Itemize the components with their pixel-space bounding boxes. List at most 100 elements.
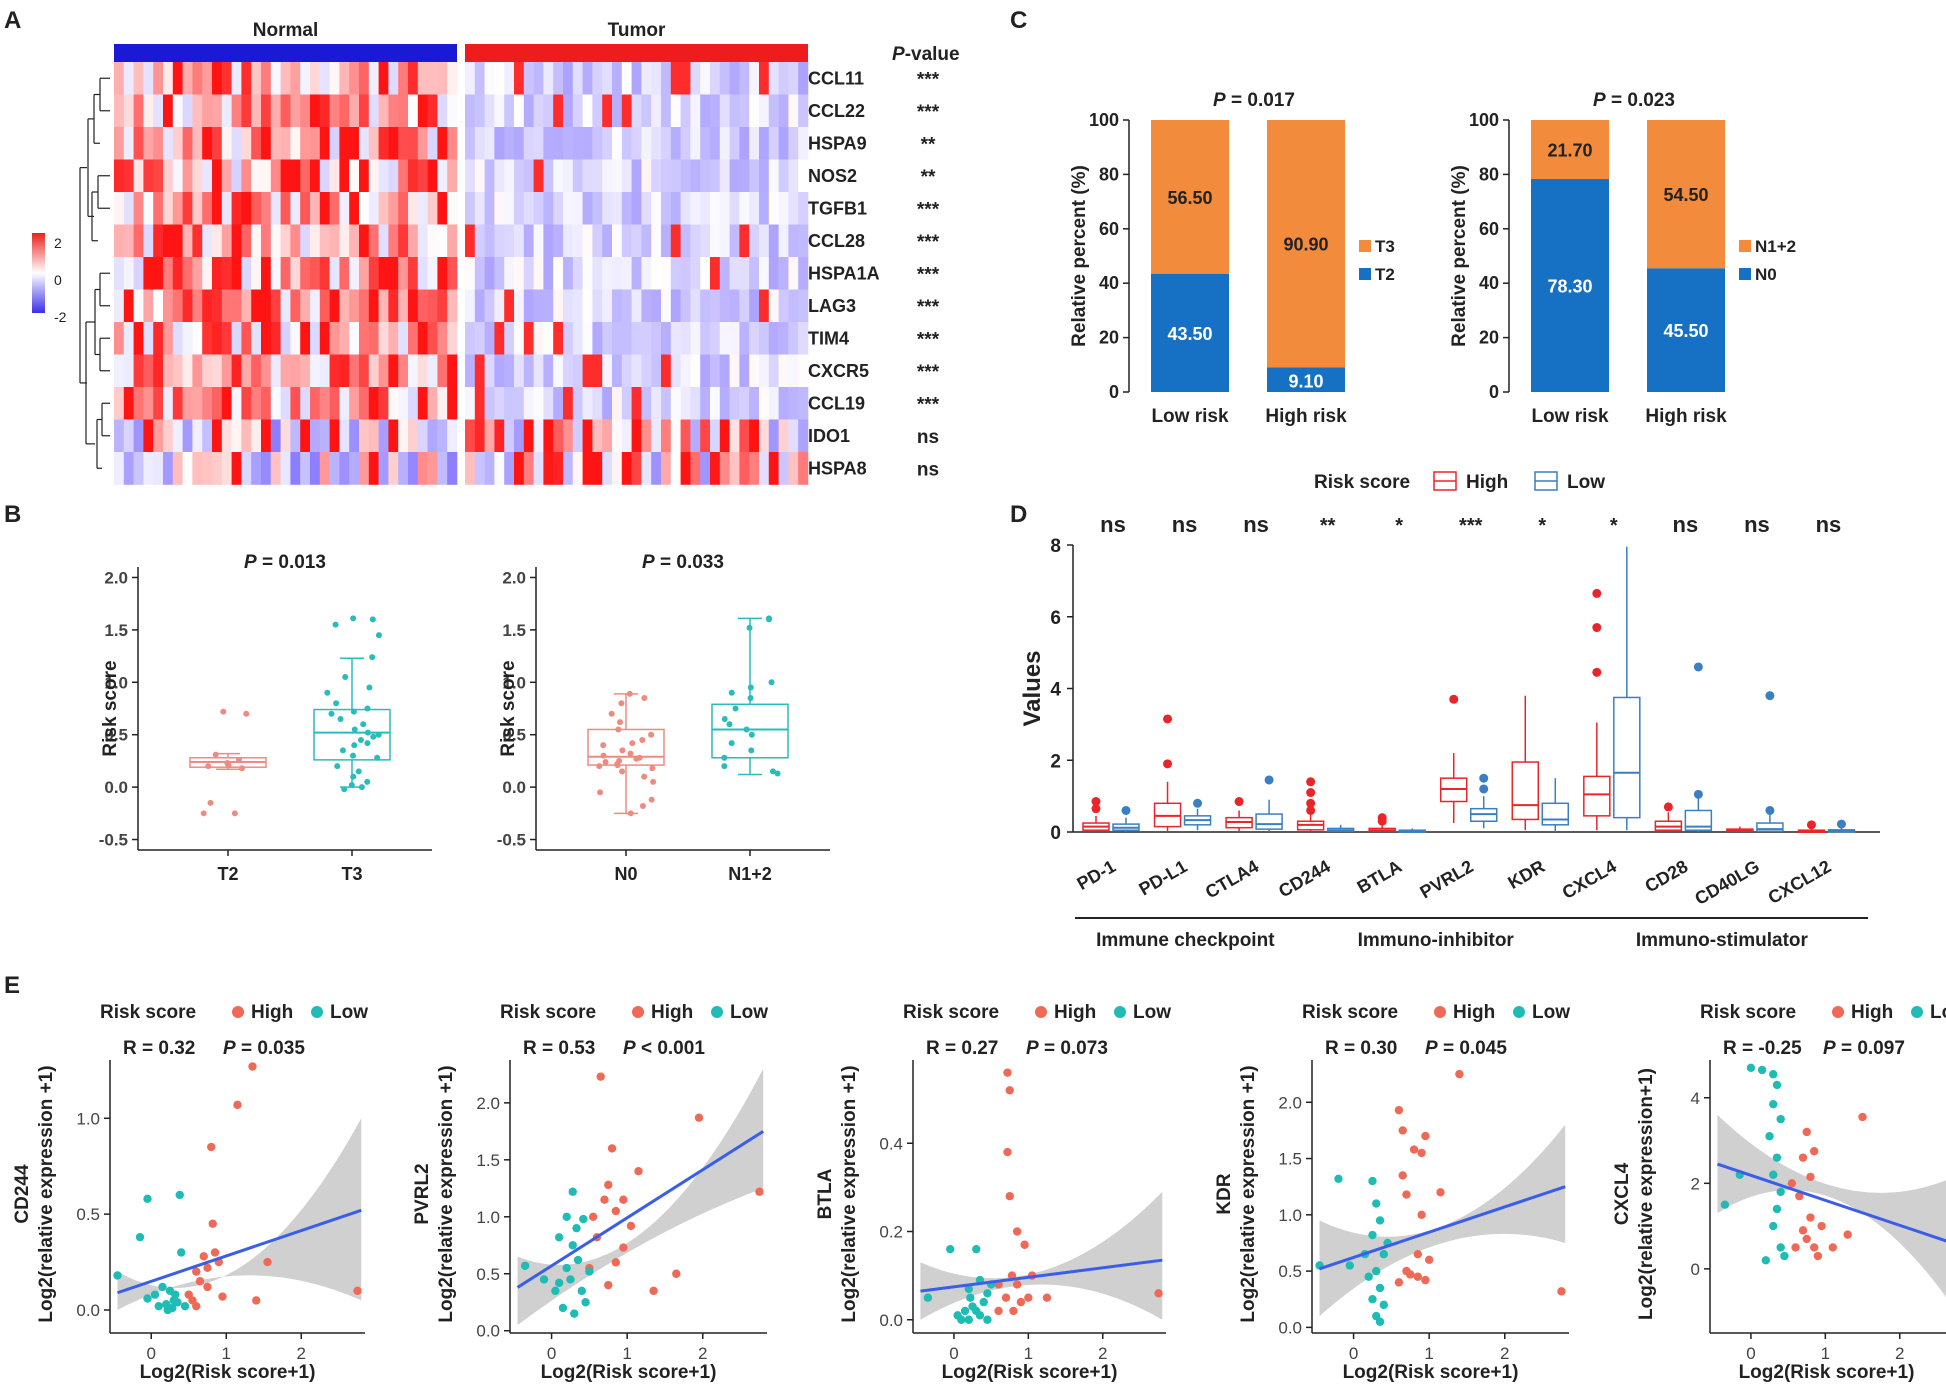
- heatmap-cell: [553, 127, 564, 160]
- data-point-high: [1795, 1191, 1804, 1201]
- data-point-high: [1791, 1243, 1800, 1252]
- heatmap-cell: [280, 127, 291, 160]
- gene-label: HSPA8: [808, 458, 867, 478]
- heatmap-cell: [241, 387, 252, 420]
- data-point-high: [1802, 1127, 1811, 1137]
- heatmap-cell: [447, 419, 458, 453]
- heatmap-cell: [123, 354, 134, 388]
- heatmap-cell: [621, 387, 632, 420]
- legend-swatch: [1739, 240, 1751, 252]
- data-point-high: [1843, 1230, 1852, 1239]
- y-tick-label: 0.5: [502, 726, 526, 745]
- gene-significance: ***: [917, 394, 940, 415]
- y-tick-label: 1.0: [1278, 1206, 1302, 1225]
- data-point-high: [1413, 1250, 1423, 1259]
- box: [587, 728, 665, 766]
- heatmap-cell: [398, 452, 409, 485]
- heatmap-cell: [778, 257, 789, 290]
- heatmap-cell: [759, 354, 770, 388]
- heatmap-cell: [719, 94, 730, 128]
- data-point-low: [979, 1297, 988, 1307]
- heatmap-cell: [310, 257, 321, 290]
- data-point: [364, 705, 371, 712]
- heatmap-cell: [153, 419, 164, 453]
- heatmap-cell: [465, 419, 476, 453]
- heatmap-cell: [133, 452, 144, 485]
- heatmap-cell: [612, 289, 623, 323]
- heatmap-cell: [739, 62, 750, 95]
- bar-value-label: 90.90: [1283, 235, 1328, 255]
- outlier-point: [1693, 662, 1703, 672]
- heatmap-cell: [749, 354, 760, 388]
- data-point: [726, 721, 733, 728]
- heatmap-cell: [447, 354, 458, 388]
- data-point-high: [1828, 1243, 1837, 1252]
- heatmap-cell: [602, 127, 613, 160]
- heatmap-cell: [437, 192, 448, 225]
- heatmap-cell: [437, 94, 448, 128]
- heatmap-cell: [153, 322, 164, 355]
- outlier-point: [1091, 804, 1101, 814]
- heatmap-cell: [504, 159, 515, 193]
- heatmap-cell: [408, 419, 419, 453]
- data-point-high: [1398, 1126, 1407, 1135]
- normal-group-bar: [114, 44, 457, 64]
- x-tick-label: N0: [614, 864, 637, 884]
- heatmap-cell: [153, 289, 164, 323]
- heatmap-cell: [261, 322, 272, 355]
- confidence-band: [1319, 1124, 1566, 1317]
- data-point-low: [983, 1289, 992, 1298]
- heatmap-cell: [359, 62, 370, 95]
- data-point-high: [218, 1292, 227, 1301]
- bar-segment: [1647, 268, 1725, 392]
- heatmap-cell: [661, 452, 672, 485]
- heatmap-cell: [339, 159, 350, 193]
- heatmap-cell: [563, 452, 574, 485]
- heatmap-cell: [398, 192, 409, 225]
- data-point: [369, 654, 376, 661]
- data-point-high: [1042, 1293, 1052, 1302]
- legend-swatch: [1739, 268, 1751, 280]
- heatmap-cell: [241, 257, 252, 290]
- heatmap-cell: [231, 62, 242, 95]
- heatmap-cell: [641, 224, 652, 258]
- heatmap-cell: [212, 354, 223, 388]
- data-point: [626, 690, 633, 697]
- data-point-high: [619, 1195, 628, 1204]
- heatmap-cell: [651, 419, 662, 453]
- y-tick-label: 80: [1099, 164, 1119, 184]
- data-point-low: [566, 1275, 575, 1284]
- heatmap-cell: [163, 127, 174, 160]
- heatmap-cell: [670, 127, 681, 160]
- data-point-low: [1776, 1114, 1785, 1124]
- heatmap-cell: [592, 289, 603, 323]
- y-tick-label: 4: [1691, 1089, 1700, 1108]
- y-axis-title: Risk score: [498, 660, 519, 756]
- x-tick-label: 1: [1821, 1344, 1830, 1363]
- x-tick-label: BTLA: [1354, 856, 1406, 897]
- heatmap-cell: [690, 419, 701, 453]
- heatmap-cell: [221, 94, 232, 128]
- legend-title: Risk score: [903, 1002, 999, 1023]
- y-tick-label: 1.5: [502, 621, 526, 640]
- heatmap-cell: [680, 387, 691, 420]
- heatmap-cell: [270, 127, 281, 160]
- heatmap-cell: [437, 289, 448, 323]
- correlation-coefficient: R = 0.32: [123, 1038, 195, 1059]
- gene-label: CCL11: [808, 68, 864, 88]
- heatmap-cell: [670, 257, 681, 290]
- heatmap-cell: [749, 452, 760, 485]
- heatmap-cell: [523, 257, 534, 290]
- data-point-low: [1765, 1132, 1774, 1141]
- heatmap-cell: [494, 419, 505, 453]
- heatmap-cell: [349, 419, 360, 453]
- heatmap-cell: [465, 94, 476, 128]
- data-point-low: [1757, 1065, 1767, 1075]
- heatmap-cell: [651, 94, 662, 128]
- heatmap-cell: [270, 452, 281, 485]
- heatmap-cell: [768, 419, 779, 453]
- heatmap-cell: [631, 62, 642, 95]
- bar-value-label: 78.30: [1547, 277, 1592, 297]
- heatmap-cell: [202, 257, 213, 290]
- gene-label: CXCR5: [808, 361, 869, 381]
